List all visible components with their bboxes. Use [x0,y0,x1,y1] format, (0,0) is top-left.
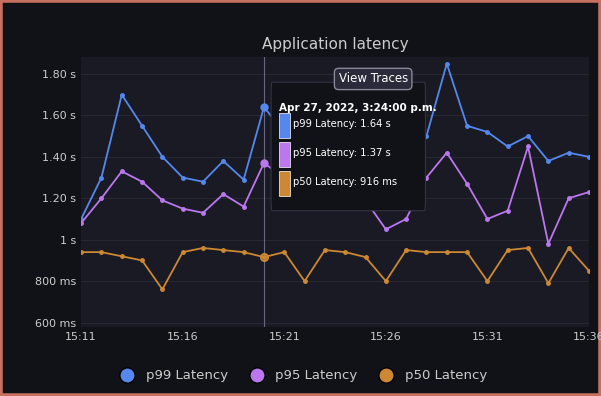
FancyBboxPatch shape [271,82,426,211]
Text: p95 Latency: 1.37 s: p95 Latency: 1.37 s [293,148,391,158]
FancyBboxPatch shape [279,113,290,138]
FancyBboxPatch shape [279,142,290,167]
Text: p50 Latency: 916 ms: p50 Latency: 916 ms [293,177,397,187]
FancyBboxPatch shape [279,171,290,196]
Legend: p99 Latency, p95 Latency, p50 Latency: p99 Latency, p95 Latency, p50 Latency [109,364,492,387]
Text: Apr 27, 2022, 3:24:00 p.m.: Apr 27, 2022, 3:24:00 p.m. [279,103,437,113]
Title: Application latency: Application latency [262,37,408,52]
Text: p99 Latency: 1.64 s: p99 Latency: 1.64 s [293,119,391,129]
Text: View Traces: View Traces [338,72,407,86]
